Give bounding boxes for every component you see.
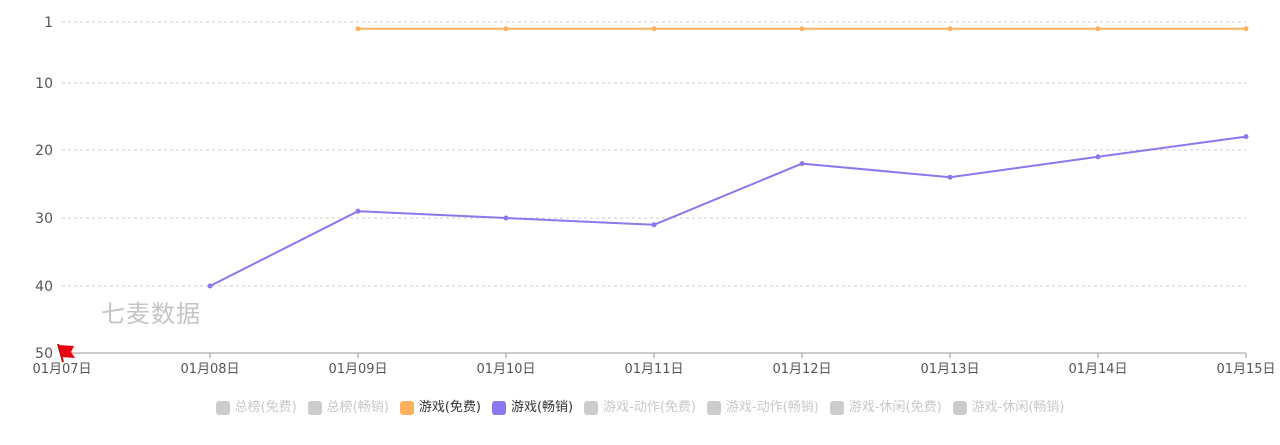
legend-label: 游戏-休闲(畅销): [971, 400, 1065, 415]
series-point: [1243, 26, 1249, 32]
legend-label: 游戏(免费): [418, 400, 481, 415]
legend: 总榜(免费) 总榜(畅销) 游戏(免费) 游戏(畅销) 游戏-动作(免费) 游戏-动作(畅…: [0, 398, 1280, 418]
legend-swatch: [706, 401, 721, 415]
x-tick-label: 01月11日: [624, 362, 683, 377]
x-tick-label: 01月08日: [180, 362, 239, 377]
series-point: [355, 26, 361, 32]
series-point: [651, 222, 657, 228]
series-point: [207, 283, 213, 289]
legend-swatch: [307, 401, 322, 415]
watermark: 七麦数据: [101, 300, 201, 328]
series-point: [1095, 26, 1101, 32]
series-line-1: [209, 135, 1247, 287]
series-point: [947, 26, 953, 32]
legend-swatch: [952, 401, 967, 415]
series-point: [799, 26, 805, 32]
x-tick-label: 01月12日: [772, 362, 831, 377]
legend-item[interactable]: 总榜(免费): [215, 400, 297, 415]
legend-label: 总榜(免费): [234, 400, 297, 415]
series-point: [503, 215, 509, 221]
series-point: [1095, 154, 1101, 160]
legend-item[interactable]: 游戏-动作(免费): [584, 401, 696, 415]
legend-item[interactable]: 游戏-动作(畅销): [706, 400, 819, 415]
legend-swatch: [829, 401, 844, 415]
legend-label: 游戏-休闲(免费): [848, 400, 942, 415]
legend-swatch: [491, 401, 506, 415]
red-flag-icon: [57, 343, 75, 363]
x-tick-label: 01月09日: [328, 362, 387, 377]
series-point: [503, 26, 509, 32]
legend-swatch: [399, 401, 414, 415]
y-tick-label: 20: [35, 143, 53, 159]
series-point: [651, 26, 657, 32]
legend-label: 游戏(畅销): [510, 400, 574, 415]
x-tick-label: 01月13日: [920, 362, 979, 377]
series-point: [947, 174, 953, 180]
series-point: [355, 208, 361, 214]
x-tick-label: 01月07日: [32, 362, 91, 377]
legend-item[interactable]: 游戏-休闲(畅销): [952, 400, 1065, 415]
y-tick-label: 30: [35, 211, 53, 227]
legend-item[interactable]: 总榜(畅销): [307, 400, 389, 415]
y-tick-label: 50: [35, 346, 53, 362]
legend-swatch: [215, 401, 230, 415]
legend-swatch: [584, 401, 599, 415]
legend-item[interactable]: 游戏(免费): [399, 400, 481, 415]
legend-item[interactable]: 游戏-休闲(免费): [829, 400, 942, 415]
y-tick-label: 40: [35, 279, 53, 295]
series-point: [1243, 134, 1249, 140]
legend-label: 游戏-动作(畅销): [725, 400, 819, 415]
x-tick-label: 01月14日: [1068, 362, 1127, 377]
y-tick-label: 10: [35, 76, 53, 92]
legend-label: 总榜(畅销): [326, 400, 389, 415]
legend-item[interactable]: 游戏(畅销): [491, 400, 574, 415]
x-tick-label: 01月15日: [1216, 362, 1275, 377]
series-point: [799, 161, 805, 167]
x-tick-label: 01月10日: [476, 362, 535, 377]
y-tick-label: 1: [44, 15, 53, 31]
legend-label: 游戏-动作(免费): [603, 400, 696, 415]
